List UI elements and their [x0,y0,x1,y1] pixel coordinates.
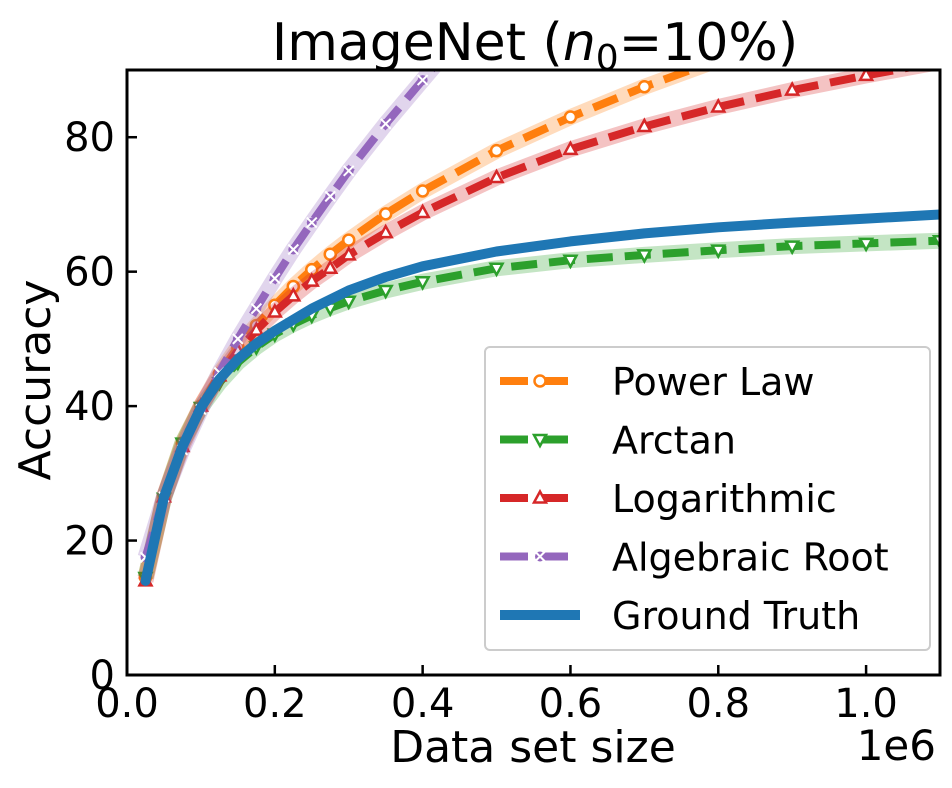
x-axis-ticks: 0.0 0.2 0.4 0.6 0.8 1.0 [95,665,898,727]
data-point [269,272,281,285]
data-point [710,97,727,113]
data-point [287,243,300,256]
data-point [415,184,430,198]
series-layer [137,7,946,587]
data-point [784,240,801,256]
x-tick-label: 0.6 [539,681,603,727]
legend-label: Algebraic Root [612,536,889,580]
y-axis-ticks: 0 20 40 60 80 [64,115,137,699]
x-axis-label: Data set size [390,722,676,773]
data-point [343,165,355,177]
y-tick-label: 80 [64,115,115,161]
data-point [340,245,357,261]
data-point [784,81,801,96]
x-tick-label: 0.8 [686,681,750,727]
legend-label: Power Law [612,360,815,404]
series-ground-truth [140,209,940,586]
data-point [489,143,504,158]
x-tick-label: 0.0 [95,681,159,727]
data-point [636,249,653,264]
data-point [303,271,320,287]
data-point [341,233,356,247]
legend-item-ground-truth: Ground Truth [500,594,860,638]
y-tick-label: 40 [64,384,115,430]
data-point [266,302,283,318]
x-tick-label: 1.0 [834,681,898,727]
y-tick-label: 60 [64,250,115,296]
data-point [416,74,429,86]
data-point [378,207,393,221]
x-tick-label: 0.2 [243,681,307,727]
data-point [414,276,431,291]
y-tick-label: 0 [90,653,115,699]
legend-label: Ground Truth [612,594,860,638]
title-suffix: =10%) [619,13,798,73]
legend-box [484,346,931,651]
x-offset-label: 1e6 [857,721,936,770]
data-point [377,284,394,300]
data-point [285,286,302,302]
data-point [637,80,652,94]
legend-marker [531,488,549,504]
legend-label: Arctan [612,419,736,463]
title-variable: n [563,13,596,73]
legend-item-arctan: Arctan [500,419,736,463]
data-point [562,140,579,156]
legend-item-logarithmic: Logarithmic [500,477,837,521]
data-point [861,7,872,18]
data-point [306,216,318,229]
data-point [710,244,727,260]
data-point [934,55,946,66]
data-point [232,333,244,345]
data-point [322,259,339,275]
data-point [377,223,394,239]
data-point [488,168,505,184]
data-point [563,110,578,124]
legend-marker [534,550,546,563]
legend-item-power-law: Power Law [500,360,815,404]
data-point [488,262,505,278]
data-point [248,321,265,336]
data-point [324,190,336,203]
data-point [857,237,875,253]
data-point [636,117,653,133]
data-point [414,203,431,219]
data-point [340,295,357,311]
legend: Power Law Arctan Logarithmic Algebraic Root… [484,346,931,651]
title-subscript: 0 [596,38,619,79]
plot-frame [125,68,942,677]
legend-label: Logarithmic [612,477,837,521]
legend-item-algebraic-root: Algebraic Root [500,536,889,580]
legend-marker [533,374,547,388]
data-point [562,254,579,270]
y-axis-label: Accuracy [10,280,61,481]
series-line [140,209,940,586]
x-tick-label: 0.4 [391,681,455,727]
data-point [379,118,392,130]
data-point [857,70,875,82]
data-point [250,302,263,315]
legend-marker [531,433,549,449]
chart-title: ImageNet (n0=10%) [272,13,798,79]
y-tick-label: 20 [64,519,115,565]
